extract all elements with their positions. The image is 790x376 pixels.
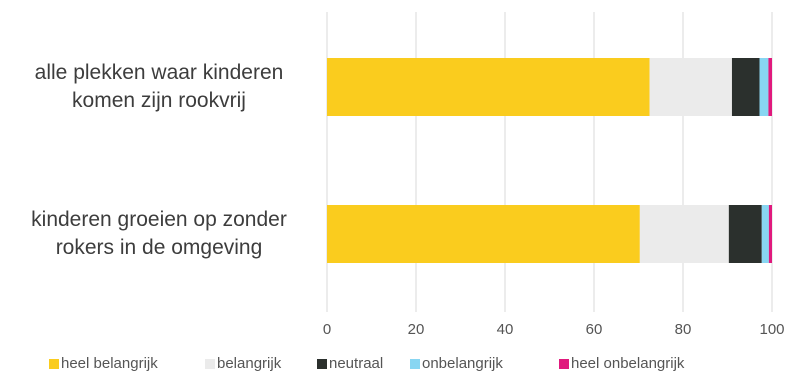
- bar-segment-onbelangrijk-1: [761, 205, 769, 263]
- stacked-bar-chart: 0 20 40 60 80 100: [323, 12, 785, 338]
- category-label-line: alle plekken waar kinderen: [34, 61, 284, 84]
- bar-segment-heel-onbelangrijk-0: [768, 58, 772, 116]
- category-label: alle plekken waar kinderen komen zijn roo…: [0, 59, 318, 115]
- bar-segment-heel-belangrijk-1: [327, 205, 640, 263]
- category-label-line: komen zijn rookvrij: [72, 89, 246, 112]
- bar-segment-heel-onbelangrijk-1: [768, 205, 772, 263]
- x-tick-labels: 0 20 40 60 80 100: [323, 321, 785, 338]
- legend-label: belangrijk: [217, 355, 282, 372]
- x-tick-label: 100: [759, 321, 784, 338]
- legend-swatch: [49, 359, 59, 369]
- legend-item: heel onbelangrijk: [559, 355, 684, 372]
- x-tick-label: 20: [408, 321, 425, 338]
- legend-swatch: [317, 359, 327, 369]
- legend: heel belangrijk belangrijk neutraal onbelan…: [0, 352, 790, 374]
- x-tick-label: 80: [675, 321, 692, 338]
- bar-segment-onbelangrijk-0: [759, 58, 769, 116]
- legend-item: belangrijk: [205, 355, 281, 372]
- bar-segment-heel-belangrijk-0: [327, 58, 650, 116]
- legend-item: heel belangrijk: [49, 355, 158, 372]
- gridlines: [326, 12, 773, 312]
- x-tick-label: 40: [497, 321, 514, 338]
- bar-segment-neutraal-0: [731, 58, 760, 116]
- category-label-line: kinderen groeien op zonder: [31, 208, 287, 231]
- bar-segment-belangrijk-1: [639, 205, 729, 263]
- legend-swatch: [410, 359, 420, 369]
- x-tick-label: 60: [586, 321, 603, 338]
- x-tick-label: 0: [323, 321, 331, 338]
- legend-swatch: [559, 359, 569, 369]
- legend-label: onbelangrijk: [422, 355, 503, 372]
- legend-label: heel onbelangrijk: [571, 355, 685, 372]
- legend-label: heel belangrijk: [61, 355, 158, 372]
- legend-label: neutraal: [329, 355, 384, 372]
- category-label-line: rokers in de omgeving: [55, 236, 263, 259]
- legend-item: neutraal: [317, 355, 383, 372]
- bars: [327, 58, 772, 263]
- category-label: kinderen groeien op zonder rokers in de o…: [0, 206, 318, 262]
- bar-segment-neutraal-1: [728, 205, 762, 263]
- legend-swatch: [205, 359, 215, 369]
- legend-item: onbelangrijk: [410, 355, 503, 372]
- bar-segment-belangrijk-0: [649, 58, 732, 116]
